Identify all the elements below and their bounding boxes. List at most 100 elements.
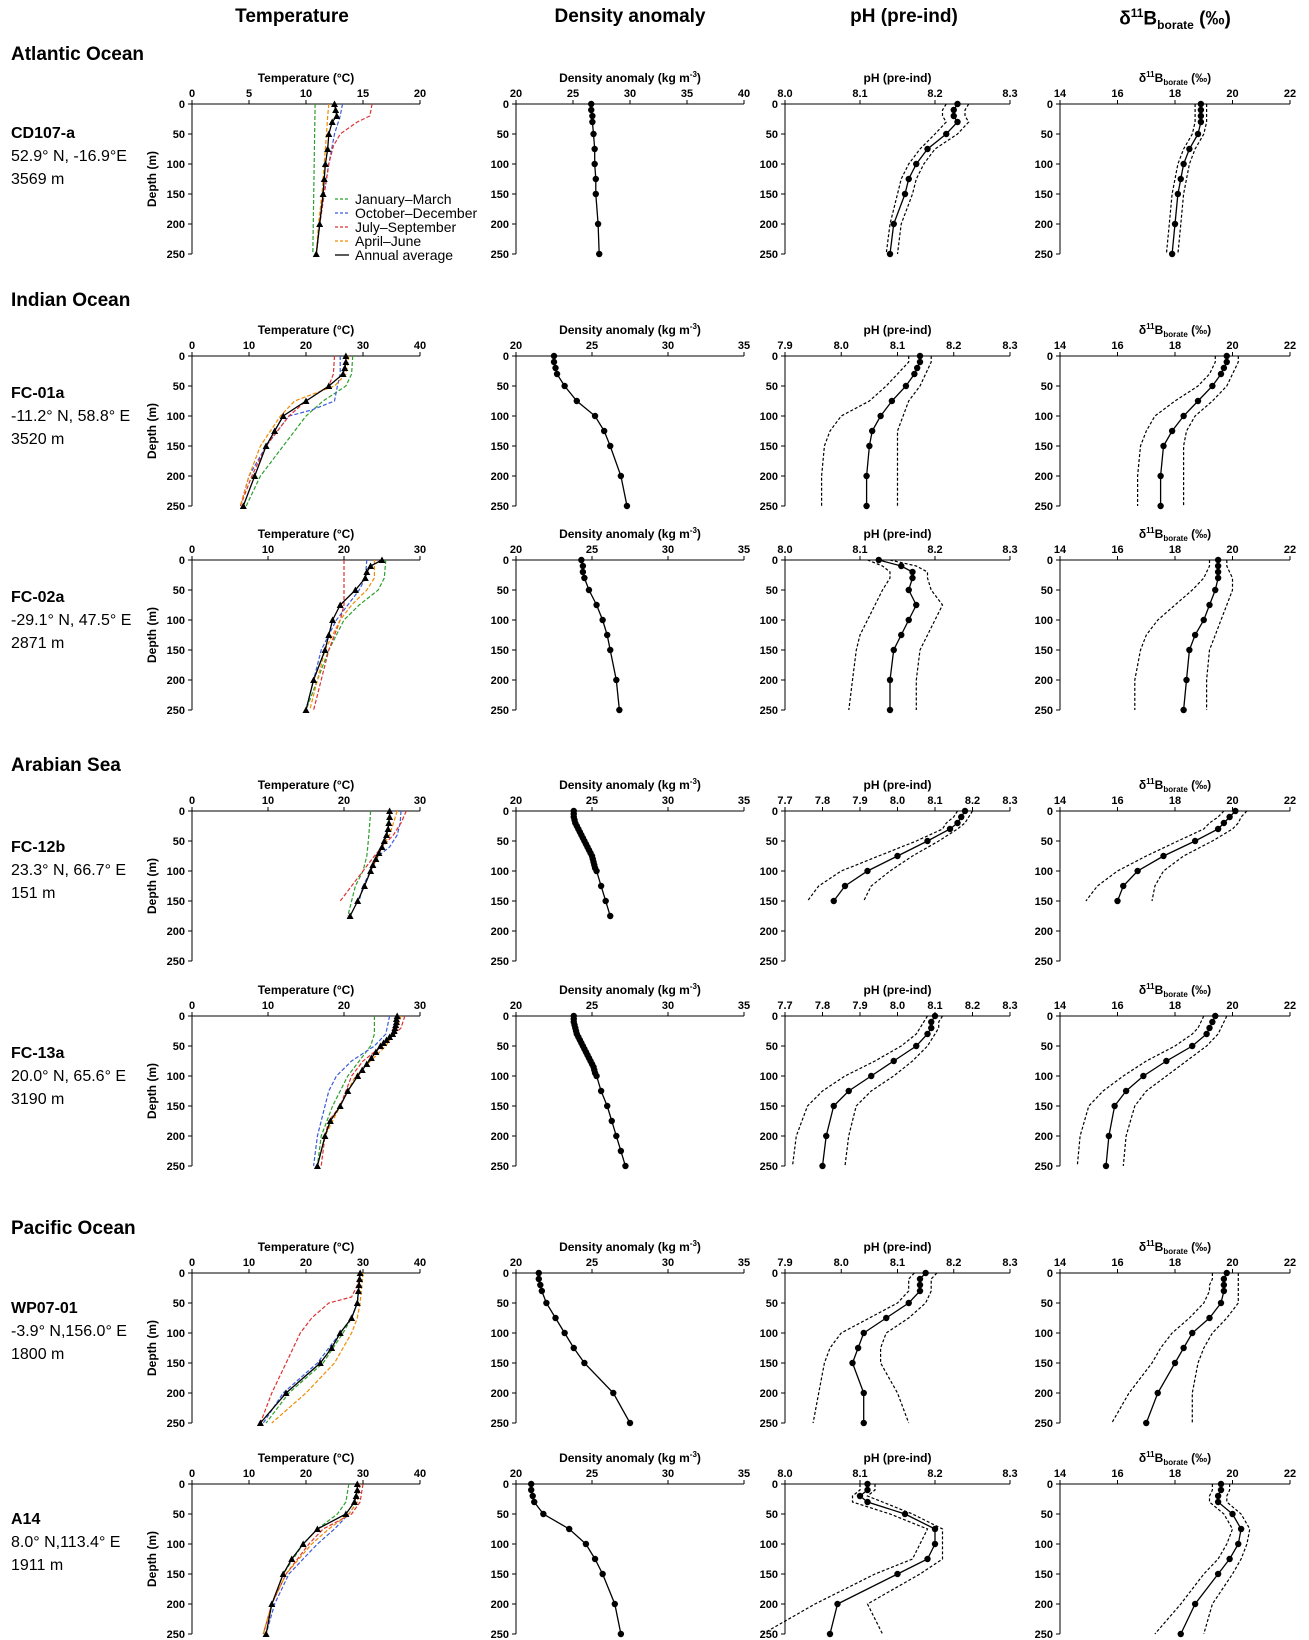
data-point <box>898 631 905 639</box>
y-tick-label: 100 <box>491 1539 509 1551</box>
data-point <box>943 130 950 138</box>
x-tick-label: 40 <box>414 1468 426 1480</box>
x-axis-title: Density anomaly (kg m-3) <box>559 1239 701 1254</box>
data-point <box>346 912 354 919</box>
x-tick-label: 0 <box>189 795 195 807</box>
x-axis-title: pH (pre-ind) <box>864 1451 932 1465</box>
site-label-fc12b: FC-12b 23.3° N, 66.7° E 151 m <box>11 839 127 902</box>
data-point <box>336 1329 344 1336</box>
x-tick-label: 8.2 <box>965 1000 980 1012</box>
data-point <box>1212 586 1219 594</box>
data-point <box>579 562 587 570</box>
x-axis-title: δ11Bborate (‰) <box>1139 1239 1211 1256</box>
y-tick-label: 50 <box>173 836 185 848</box>
data-point <box>898 562 905 570</box>
series-line-annual-average <box>315 103 338 255</box>
data-point <box>856 1492 864 1500</box>
data-point <box>279 1570 287 1577</box>
data-point <box>1186 145 1193 153</box>
y-tick-label: 100 <box>1035 411 1053 423</box>
y-tick-label: 150 <box>760 189 778 201</box>
ocean-label-indian: Indian Ocean <box>11 290 131 311</box>
y-tick-label: 250 <box>1035 1418 1053 1430</box>
y-tick-label: 50 <box>497 381 509 393</box>
data-point <box>336 1102 344 1109</box>
x-axis-title: Temperature (°C) <box>258 527 355 541</box>
data-point <box>924 145 931 153</box>
data-point <box>883 1314 890 1322</box>
x-tick-label: 10 <box>262 544 274 556</box>
data-point <box>961 807 969 815</box>
data-point <box>1209 1018 1216 1026</box>
data-point <box>350 1498 358 1505</box>
data-point <box>386 807 394 814</box>
y-tick-label: 50 <box>497 1509 509 1521</box>
x-axis-title: Temperature (°C) <box>258 1451 355 1465</box>
series-line-2 <box>879 1272 938 1424</box>
data-point <box>592 175 599 183</box>
series-line-0 <box>1111 1273 1214 1424</box>
series-line-1 <box>1105 1015 1216 1167</box>
series-line-january-march <box>262 1483 350 1635</box>
y-tick-label: 100 <box>491 411 509 423</box>
data-point <box>913 160 920 168</box>
data-point <box>1214 556 1222 564</box>
panel-FC-12b-12: 0 10 20 30 0 50 100 150 200 250 Temperature (°C) De… <box>145 778 426 968</box>
series-line-2 <box>1122 1015 1228 1167</box>
data-point <box>911 370 918 378</box>
x-tick-label: 8.1 <box>852 544 867 556</box>
series-line-2 <box>896 356 932 506</box>
y-tick-label: 150 <box>1035 896 1053 908</box>
data-point <box>361 882 369 889</box>
data-point <box>886 706 894 714</box>
y-tick-label: 200 <box>167 1388 185 1400</box>
series-line-july-september <box>239 355 336 507</box>
series-line-2 <box>889 559 944 710</box>
x-tick-label: 20 <box>338 1000 350 1012</box>
x-tick-label: 8.1 <box>852 1468 867 1480</box>
y-tick-label: 50 <box>1041 836 1053 848</box>
data-point <box>830 897 837 905</box>
y-tick-label: 200 <box>1035 1599 1053 1611</box>
data-point <box>321 1132 329 1139</box>
y-tick-label: 50 <box>766 1298 778 1310</box>
data-point <box>860 1389 867 1397</box>
data-point <box>528 1480 535 1488</box>
data-point <box>924 837 931 845</box>
y-tick-label: 200 <box>760 1131 778 1143</box>
y-tick-label: 150 <box>167 645 185 657</box>
data-point <box>875 556 882 564</box>
y-tick-label: 100 <box>491 615 509 627</box>
data-point <box>320 175 328 182</box>
data-point <box>1180 1344 1187 1352</box>
series-line-october-december <box>265 1483 361 1635</box>
data-point <box>282 1389 290 1396</box>
y-tick-label: 100 <box>760 411 778 423</box>
series-line-1 <box>878 559 918 710</box>
x-tick-label: 15 <box>357 88 369 100</box>
data-point <box>372 1048 380 1055</box>
data-point <box>905 616 912 624</box>
data-point <box>617 1630 625 1638</box>
data-point <box>1197 106 1205 114</box>
y-tick-label: 250 <box>1035 1161 1053 1173</box>
y-tick-label: 200 <box>491 926 509 938</box>
series-line-october-december <box>239 356 341 507</box>
data-point <box>845 1087 852 1095</box>
data-point <box>950 112 957 120</box>
data-point <box>1197 112 1205 120</box>
y-tick-label: 200 <box>1035 926 1053 938</box>
data-point <box>590 130 597 138</box>
data-point <box>597 1087 605 1095</box>
site-label-fc13a: FC-13a 20.0° N, 65.6° E 3190 m <box>11 1045 127 1108</box>
data-point <box>591 412 599 420</box>
data-point <box>585 586 593 594</box>
y-tick-label: 50 <box>766 381 778 393</box>
x-tick-label: 35 <box>738 795 750 807</box>
data-point <box>342 352 350 359</box>
data-point <box>553 370 561 378</box>
data-point <box>924 1555 931 1563</box>
y-axis-title: Depth (m) <box>145 1063 159 1119</box>
y-tick-label: 200 <box>760 675 778 687</box>
